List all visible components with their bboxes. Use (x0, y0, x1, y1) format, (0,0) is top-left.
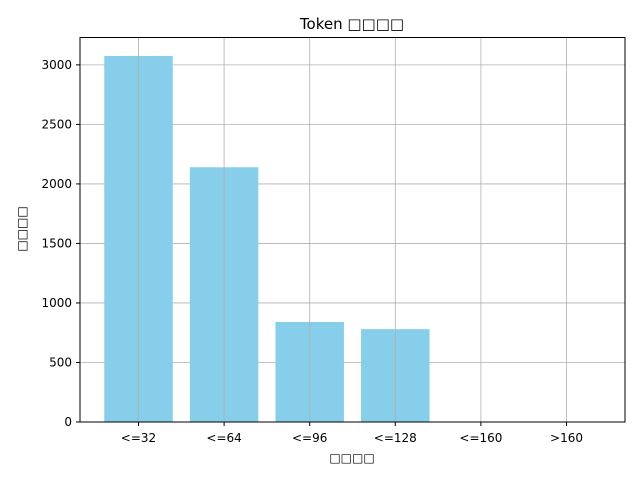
x-axis-ticks: <=32 <=64 <=96 <=128 <=160 >160 (121, 422, 583, 445)
y-tick-label: 2500 (41, 117, 72, 131)
y-tick-label: 0 (64, 415, 72, 429)
x-grid-lines (138, 37, 567, 422)
x-tick-label: <=160 (459, 431, 502, 445)
x-tick-label: <=96 (292, 431, 327, 445)
bars (104, 55, 430, 423)
y-tick-label: 1000 (41, 296, 72, 310)
y-axis-ticks: 0 500 1000 1500 2000 2500 3000 (41, 58, 80, 429)
x-tick-label: <=128 (374, 431, 417, 445)
chart-title: Token □□□□ (299, 15, 404, 33)
y-tick-label: 1500 (41, 236, 72, 250)
plot-frame (79, 37, 626, 423)
y-axis-label: □□□□ (15, 206, 29, 251)
x-axis-label: □□□□ (329, 451, 374, 465)
x-tick-label: <=32 (121, 431, 156, 445)
y-tick-label: 500 (49, 355, 72, 369)
x-tick-label: <=64 (206, 431, 241, 445)
y-tick-label: 3000 (41, 58, 72, 72)
y-tick-label: 2000 (41, 177, 72, 191)
x-tick-label: >160 (550, 431, 583, 445)
